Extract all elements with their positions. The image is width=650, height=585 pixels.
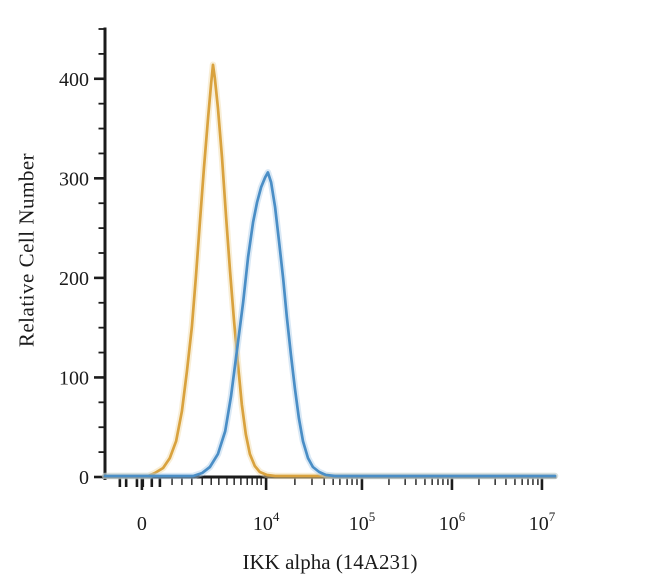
orange-curve [101, 61, 559, 480]
blue-curve-halo [101, 169, 559, 480]
y-axis-ticks: 0 100 200 300 400 [59, 28, 105, 489]
x-tick-label: 104 [253, 509, 280, 535]
y-tick-label: 0 [79, 467, 89, 489]
y-tick-label: 300 [59, 168, 89, 190]
y-tick-label: 200 [59, 268, 89, 290]
x-tick-label: 106 [439, 509, 466, 535]
x-axis-ticks: 0 104 105 106 107 [118, 478, 556, 535]
x-axis-title: IKK alpha (14A231) [242, 550, 418, 574]
blue-curve [101, 169, 559, 480]
x-tick-label: 107 [529, 509, 556, 535]
orange-curve-path [103, 63, 557, 478]
x-tick-label: 105 [349, 509, 376, 535]
orange-curve-halo [101, 61, 559, 480]
blue-curve-path [103, 171, 557, 478]
y-tick-label: 400 [59, 69, 89, 91]
y-tick-label: 100 [59, 367, 89, 389]
x-tick-label: 0 [137, 513, 147, 535]
